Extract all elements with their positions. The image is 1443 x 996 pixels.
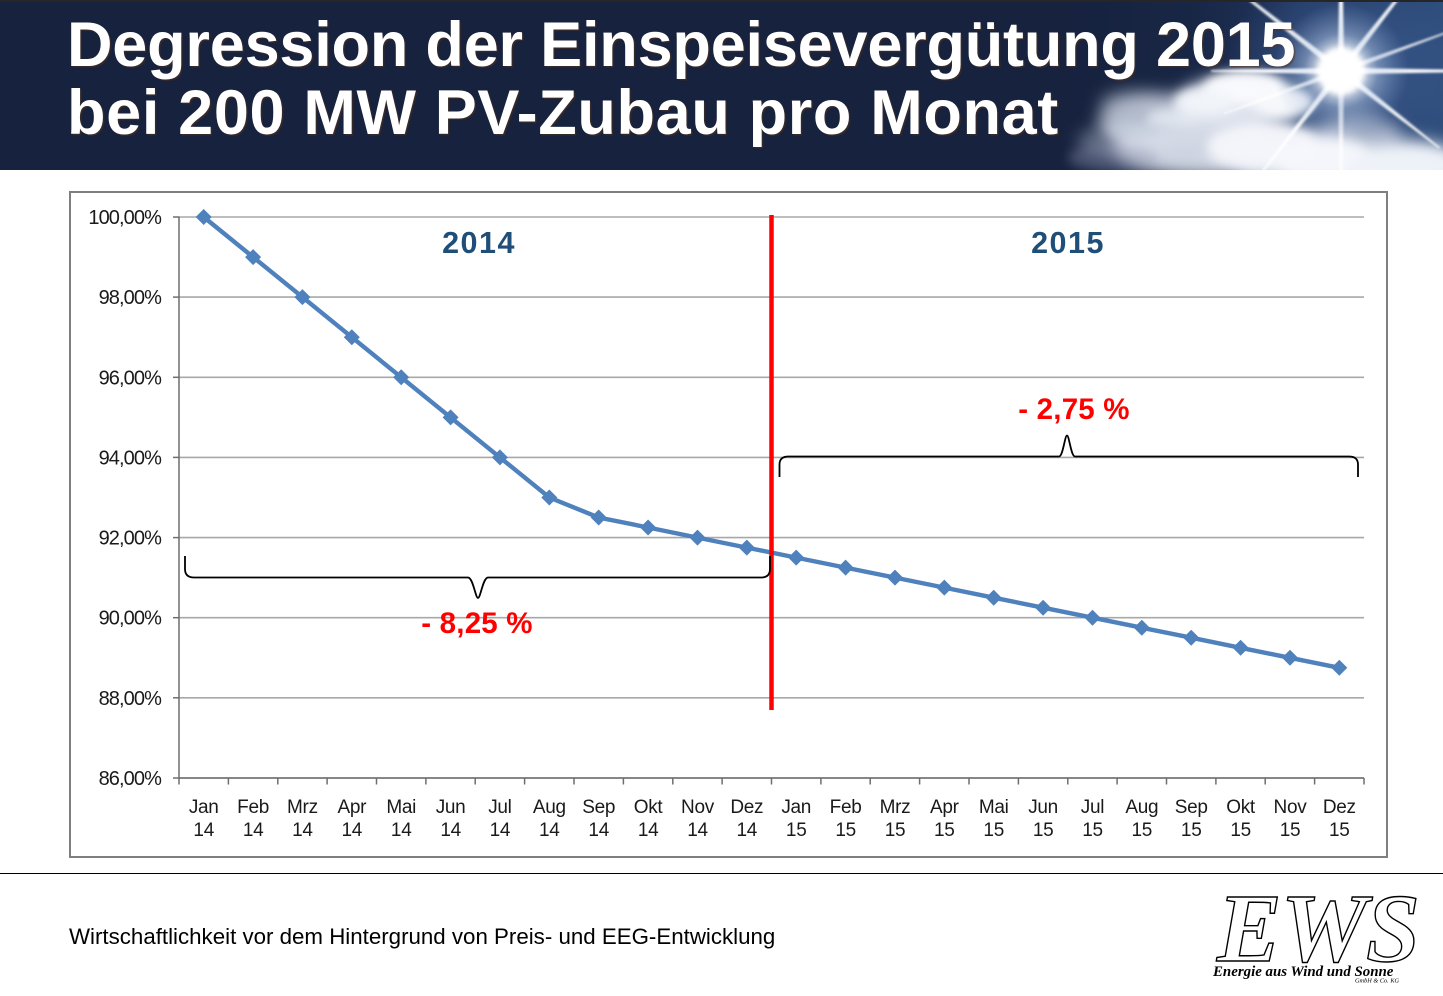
svg-text:Okt: Okt (1226, 797, 1256, 818)
svg-text:14: 14 (490, 820, 511, 841)
svg-text:Mrz: Mrz (287, 797, 318, 818)
svg-text:15: 15 (1181, 820, 1202, 841)
svg-text:14: 14 (440, 820, 461, 841)
svg-text:GmbH & Co. KG: GmbH & Co. KG (1355, 978, 1400, 985)
svg-text:14: 14 (638, 820, 659, 841)
svg-text:Jun: Jun (436, 797, 466, 818)
svg-text:15: 15 (1280, 820, 1301, 841)
svg-text:Feb: Feb (237, 797, 269, 818)
svg-text:Apr: Apr (337, 797, 367, 818)
svg-text:15: 15 (1230, 820, 1251, 841)
svg-text:Dez: Dez (1323, 797, 1356, 818)
svg-text:14: 14 (737, 820, 758, 841)
svg-text:15: 15 (983, 820, 1004, 841)
svg-text:14: 14 (687, 820, 708, 841)
svg-text:Dez: Dez (730, 797, 763, 818)
svg-text:15: 15 (1033, 820, 1054, 841)
svg-text:Energie aus Wind und Sonne: Energie aus Wind und Sonne (1212, 964, 1394, 980)
svg-text:15: 15 (885, 820, 906, 841)
svg-text:Jun: Jun (1028, 797, 1058, 818)
svg-text:14: 14 (539, 820, 560, 841)
svg-text:Mrz: Mrz (880, 797, 911, 818)
svg-text:15: 15 (934, 820, 955, 841)
svg-text:Apr: Apr (930, 797, 960, 818)
svg-text:- 8,25 %: - 8,25 % (421, 607, 532, 640)
svg-text:14: 14 (243, 820, 264, 841)
svg-text:Aug: Aug (533, 797, 566, 818)
svg-text:Sep: Sep (1175, 797, 1208, 818)
svg-text:15: 15 (786, 820, 807, 841)
svg-text:86,00%: 86,00% (99, 768, 163, 790)
svg-text:Jan: Jan (781, 797, 811, 818)
svg-text:Feb: Feb (830, 797, 862, 818)
svg-text:15: 15 (1329, 820, 1350, 841)
svg-text:Jul: Jul (1081, 797, 1104, 818)
svg-text:EWS: EWS (1216, 886, 1419, 982)
svg-text:Jul: Jul (488, 797, 511, 818)
svg-text:- 2,75 %: - 2,75 % (1018, 393, 1129, 426)
svg-text:98,00%: 98,00% (99, 287, 163, 309)
svg-text:15: 15 (1132, 820, 1153, 841)
svg-text:Okt: Okt (634, 797, 664, 818)
svg-text:Sep: Sep (582, 797, 615, 818)
svg-text:15: 15 (835, 820, 856, 841)
svg-text:Mai: Mai (386, 797, 416, 818)
svg-text:96,00%: 96,00% (99, 367, 163, 389)
svg-text:14: 14 (292, 820, 313, 841)
svg-text:90,00%: 90,00% (99, 608, 163, 630)
svg-text:Jan: Jan (189, 797, 219, 818)
svg-text:Mai: Mai (979, 797, 1009, 818)
svg-text:94,00%: 94,00% (99, 447, 163, 469)
svg-text:Aug: Aug (1125, 797, 1158, 818)
svg-text:100,00%: 100,00% (88, 207, 162, 229)
svg-text:2015: 2015 (1031, 226, 1105, 260)
svg-text:2014: 2014 (442, 226, 516, 260)
svg-text:14: 14 (588, 820, 609, 841)
svg-text:88,00%: 88,00% (99, 688, 163, 710)
svg-text:Nov: Nov (681, 797, 715, 818)
svg-text:Nov: Nov (1274, 797, 1308, 818)
svg-text:92,00%: 92,00% (99, 528, 163, 550)
svg-text:14: 14 (391, 820, 412, 841)
svg-text:14: 14 (342, 820, 363, 841)
svg-text:15: 15 (1082, 820, 1103, 841)
svg-text:14: 14 (193, 820, 214, 841)
